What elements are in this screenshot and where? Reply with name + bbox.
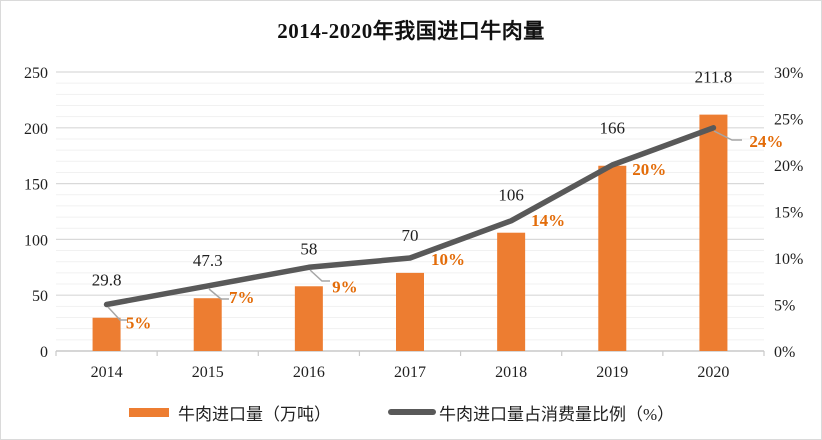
line-value-label: 14% bbox=[531, 211, 565, 230]
bar-value-label: 70 bbox=[402, 226, 419, 245]
x-axis-category-label: 2016 bbox=[293, 364, 325, 381]
chart-title: 2014-2020年我国进口牛肉量 bbox=[277, 19, 545, 43]
x-axis-category-label: 2015 bbox=[192, 364, 224, 381]
bar bbox=[294, 286, 323, 351]
legend-item-consumption-ratio: 牛肉进口量占消费量比例（%） bbox=[388, 399, 674, 425]
legend-label: 牛肉进口量占消费量比例（%） bbox=[439, 404, 675, 424]
bar-value-label: 47.3 bbox=[193, 251, 223, 270]
right-axis-tick-label: 30% bbox=[774, 65, 803, 82]
bar-value-label: 166 bbox=[600, 119, 626, 138]
x-axis-category-label: 2019 bbox=[596, 364, 628, 381]
label-leader-line bbox=[107, 306, 128, 321]
left-axis-tick-label: 150 bbox=[24, 177, 48, 194]
bar-value-label: 58 bbox=[300, 239, 317, 258]
line-series-swatch-icon bbox=[388, 409, 436, 415]
bar bbox=[497, 232, 526, 351]
bar-value-label: 106 bbox=[498, 186, 524, 205]
legend-label: 牛肉进口量（万吨） bbox=[178, 404, 331, 424]
line-series bbox=[103, 125, 717, 308]
bar bbox=[396, 272, 424, 351]
right-axis-tick-label: 25% bbox=[774, 112, 803, 129]
chart-legend: 牛肉进口量（万吨） 牛肉进口量占消费量比例（%） bbox=[1, 399, 821, 429]
x-axis-category-label: 2014 bbox=[91, 364, 123, 381]
left-axis-tick-label: 200 bbox=[24, 121, 48, 138]
bar-value-label: 211.8 bbox=[695, 68, 733, 87]
right-axis-tick-label: 10% bbox=[774, 251, 803, 268]
line-value-label: 9% bbox=[332, 277, 358, 296]
x-axis-category-label: 2018 bbox=[495, 364, 527, 381]
right-axis-tick-label: 5% bbox=[774, 298, 795, 315]
legend-item-beef-imports: 牛肉进口量（万吨） bbox=[129, 399, 331, 425]
left-axis-tick-label: 100 bbox=[24, 232, 48, 249]
left-axis-tick-label: 50 bbox=[32, 288, 48, 305]
bar bbox=[92, 317, 121, 351]
line-value-label: 5% bbox=[126, 314, 152, 333]
bar bbox=[699, 114, 728, 352]
label-leader-line bbox=[208, 288, 229, 300]
label-leader-line bbox=[713, 130, 742, 141]
bar bbox=[598, 165, 627, 351]
line-value-label: 7% bbox=[229, 288, 255, 307]
x-axis-category-label: 2017 bbox=[394, 364, 426, 381]
label-leader-line bbox=[309, 269, 330, 282]
x-axis-category-label: 2020 bbox=[697, 364, 729, 381]
left-axis-tick-label: 0 bbox=[40, 344, 48, 361]
bar bbox=[193, 298, 222, 351]
right-axis-tick-label: 0% bbox=[774, 344, 795, 361]
bar-value-label: 29.8 bbox=[92, 271, 122, 290]
line-value-label: 10% bbox=[431, 250, 465, 269]
line-value-label: 24% bbox=[749, 132, 783, 151]
right-axis-tick-label: 20% bbox=[774, 158, 803, 175]
line-value-label: 20% bbox=[632, 160, 666, 179]
left-axis-tick-label: 250 bbox=[24, 65, 48, 82]
bar-series-swatch-icon bbox=[129, 407, 169, 417]
right-axis-tick-label: 15% bbox=[774, 205, 803, 222]
